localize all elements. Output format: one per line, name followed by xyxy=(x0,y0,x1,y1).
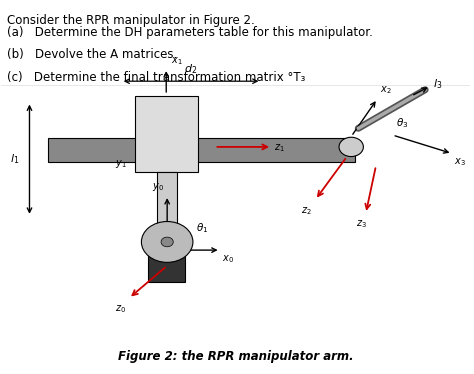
Text: $y_1$: $y_1$ xyxy=(115,158,127,170)
Text: $x_0$: $x_0$ xyxy=(222,253,234,264)
Text: $z_2$: $z_2$ xyxy=(301,205,312,217)
Text: (b)   Devolve the A matrices.: (b) Devolve the A matrices. xyxy=(7,48,177,61)
Text: $z_0$: $z_0$ xyxy=(115,303,127,315)
Text: $\theta_1$: $\theta_1$ xyxy=(196,222,208,236)
Text: $x_1$: $x_1$ xyxy=(171,55,182,67)
Text: $d_2$: $d_2$ xyxy=(184,62,198,76)
Circle shape xyxy=(339,137,364,157)
Circle shape xyxy=(161,237,173,247)
Bar xyxy=(135,96,198,172)
Text: Consider the RPR manipulator in Figure 2.: Consider the RPR manipulator in Figure 2… xyxy=(7,14,255,27)
Text: $l_1$: $l_1$ xyxy=(10,152,19,166)
Text: $x_3$: $x_3$ xyxy=(454,157,465,168)
Text: $z_3$: $z_3$ xyxy=(356,218,366,230)
Circle shape xyxy=(141,221,193,262)
Text: (a)   Determine the DH parameters table for this manipulator.: (a) Determine the DH parameters table fo… xyxy=(7,25,373,39)
Bar xyxy=(157,172,177,245)
Text: (c)   Determine the final transformation matrix °T₃: (c) Determine the final transformation m… xyxy=(7,71,305,84)
Text: $\theta_3$: $\theta_3$ xyxy=(396,116,409,130)
Text: $z_1$: $z_1$ xyxy=(274,142,285,154)
Bar xyxy=(148,243,185,282)
Text: $l_3$: $l_3$ xyxy=(433,77,443,91)
Text: $x_2$: $x_2$ xyxy=(380,85,392,96)
Text: $y_0$: $y_0$ xyxy=(152,181,164,193)
Text: Figure 2: the RPR manipulator arm.: Figure 2: the RPR manipulator arm. xyxy=(118,350,353,363)
Bar xyxy=(48,138,355,162)
